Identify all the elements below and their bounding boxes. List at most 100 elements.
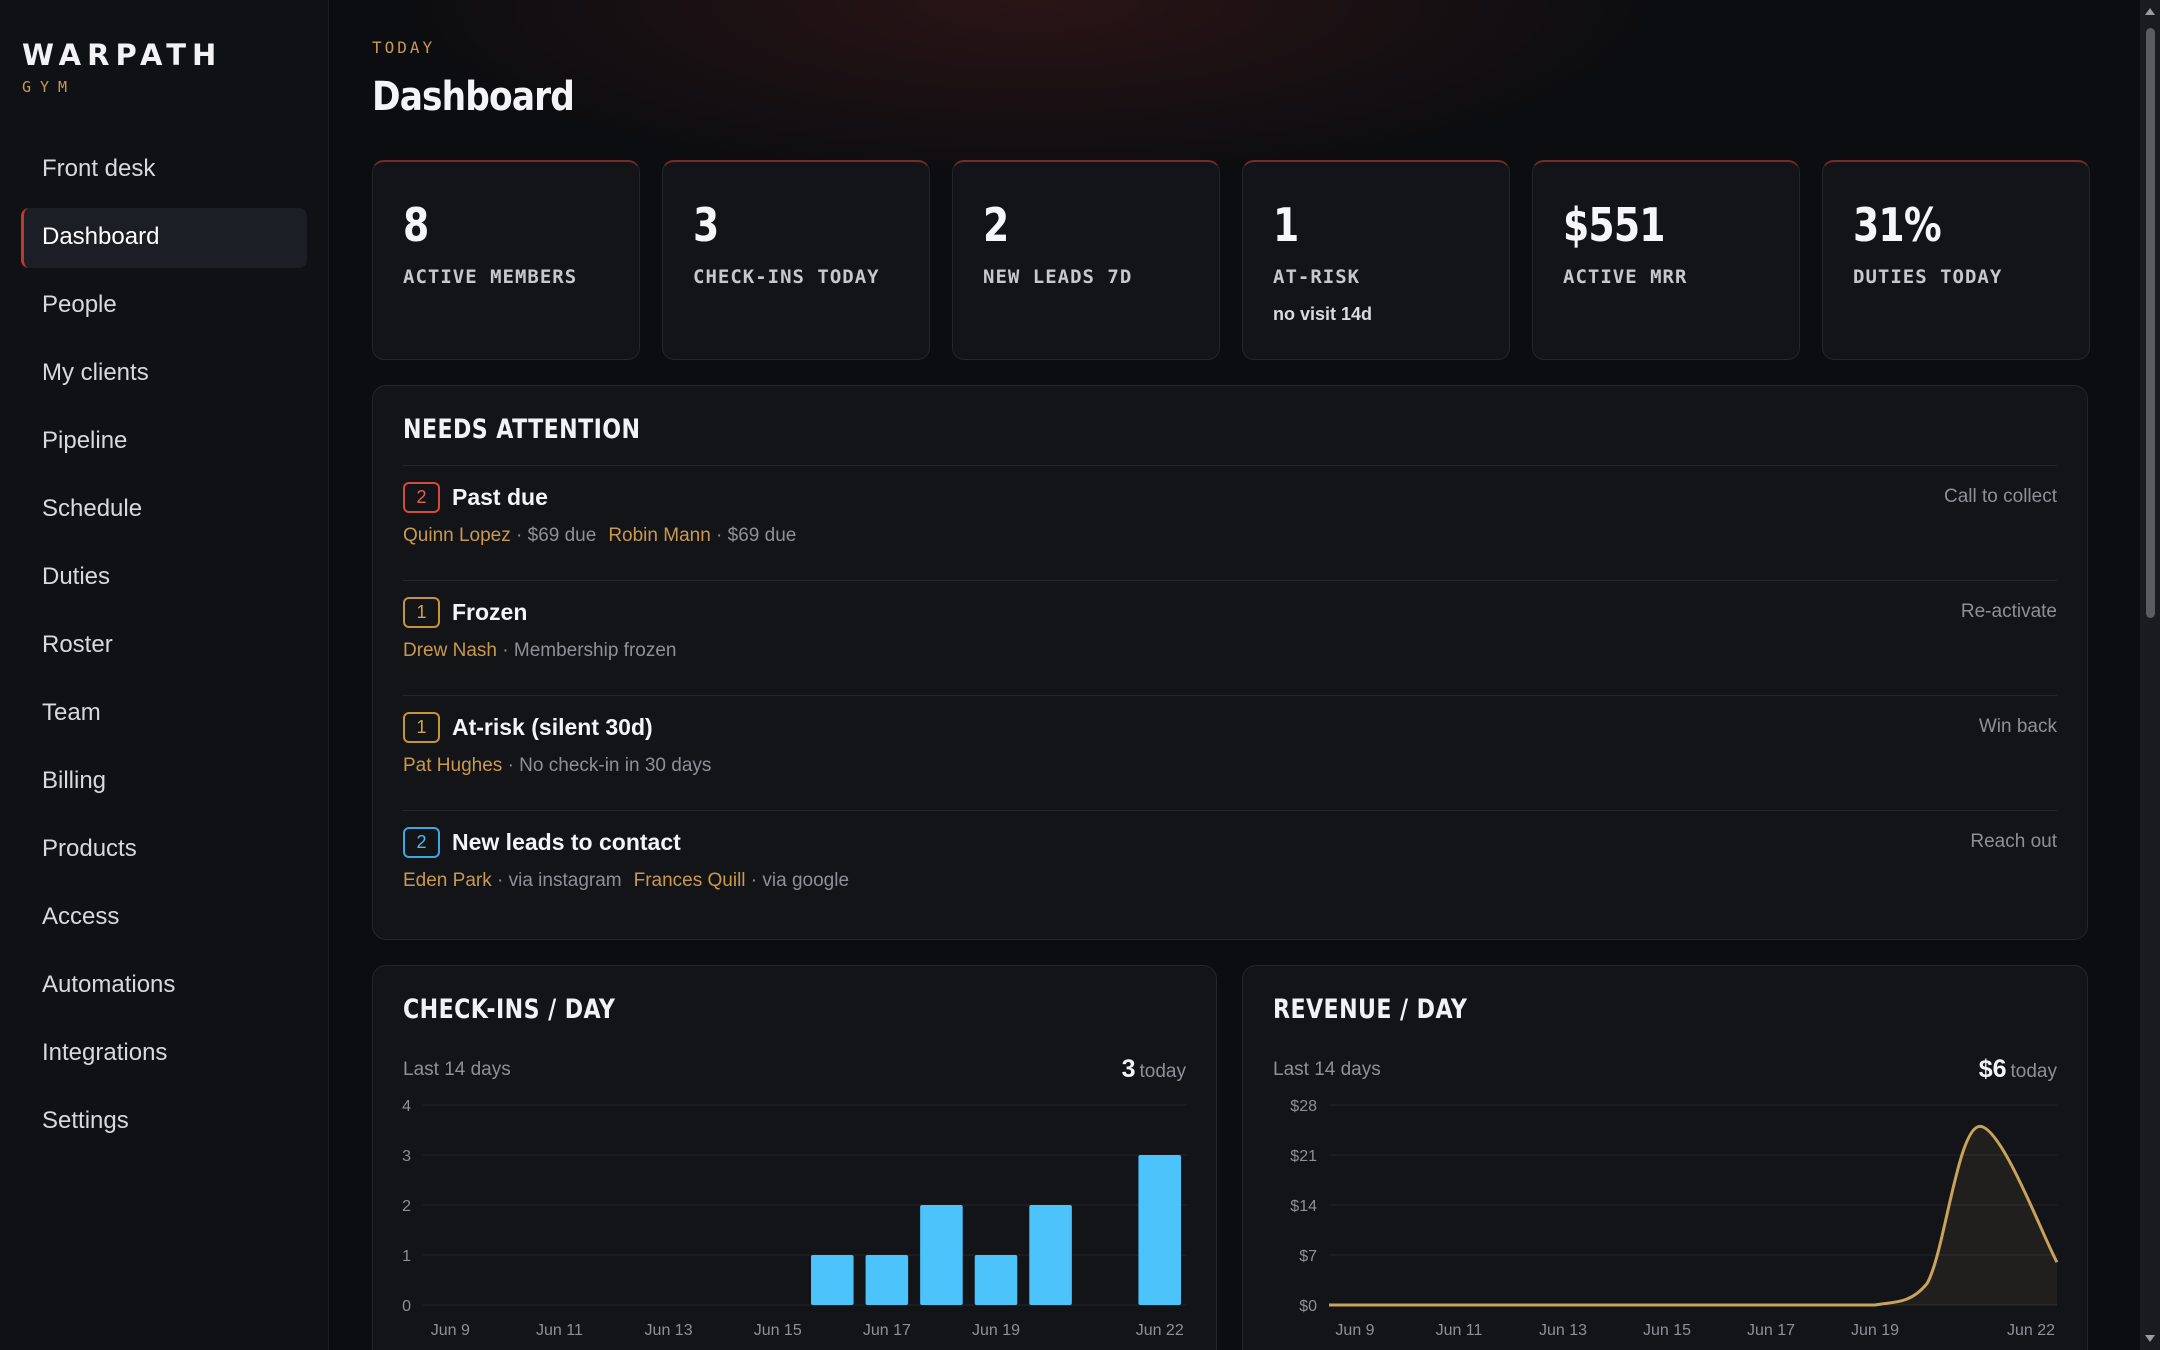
scroll-down-icon[interactable] [2145, 1335, 2155, 1342]
stat-label: AT-RISK [1273, 266, 1361, 288]
revenue-meta: Last 14 days $6 today [1273, 1055, 2057, 1085]
attention-action-link[interactable]: Reach out [1970, 831, 2057, 852]
attention-action-link[interactable]: Re-activate [1960, 601, 2057, 622]
sidebar-item-front-desk[interactable]: Front desk [42, 155, 156, 182]
attention-row-head: 2 Past due [403, 482, 2057, 513]
x-tick-label: Jun 17 [1747, 1322, 1795, 1339]
stat-card[interactable]: 1 AT-RISK no visit 14d [1242, 160, 1510, 360]
revenue-area-chart: $28 $21 $14 $7 $0 Jun 9 Jun 11 Jun 13 Jun 15 Jun … [1290, 1098, 2059, 1339]
scrollbar-thumb[interactable] [2146, 28, 2155, 618]
checkins-chart-title: CHECK-INS / DAY [403, 994, 616, 1025]
attention-person: Drew Nash · Membership frozen [403, 640, 677, 661]
person-name-link[interactable]: Drew Nash [403, 640, 497, 661]
page-scrollbar[interactable] [2140, 0, 2160, 1350]
x-tick-label: Jun 17 [863, 1322, 911, 1339]
sidebar-item-team[interactable]: Team [42, 699, 101, 726]
sidebar: WARPATH GYM Front desk Dashboard People My … [0, 0, 329, 1350]
attention-action-link[interactable]: Call to collect [1944, 486, 2057, 507]
stat-value: 31% [1853, 198, 1942, 252]
sidebar-item-access[interactable]: Access [42, 903, 120, 930]
y-tick-label: $28 [1290, 1098, 1317, 1115]
stat-label: ACTIVE MRR [1563, 266, 1688, 288]
checkins-today-label: today [1139, 1061, 1186, 1082]
y-tick-label: $14 [1290, 1198, 1317, 1215]
attention-action-link[interactable]: Win back [1978, 716, 2057, 737]
attention-row-title: Past due [452, 484, 548, 510]
stat-card[interactable]: 2 NEW LEADS 7D [952, 160, 1220, 360]
person-detail: · No check-in in 30 days [502, 755, 712, 776]
stat-card[interactable]: $551 ACTIVE MRR [1532, 160, 1800, 360]
revenue-today: $6 today [1979, 1055, 2057, 1084]
page-title: Dashboard [372, 74, 575, 120]
person-detail: · Membership frozen [496, 640, 677, 661]
brand-logo[interactable]: WARPATH GYM [22, 38, 222, 96]
stat-label: ACTIVE MEMBERS [403, 266, 578, 288]
attention-row-title: New leads to contact [452, 829, 681, 855]
y-tick-label: 2 [402, 1198, 411, 1215]
checkins-range: Last 14 days [403, 1059, 511, 1080]
stat-sub: no visit 14d [1273, 304, 1373, 324]
x-tick-label: Jun 11 [536, 1322, 583, 1339]
person-name-link[interactable]: Robin Mann [608, 525, 711, 546]
attention-row-title: At-risk (silent 30d) [452, 714, 653, 740]
x-tick-label: Jun 13 [645, 1322, 693, 1339]
sidebar-item-roster[interactable]: Roster [42, 631, 113, 658]
sidebar-item-people[interactable]: People [42, 291, 117, 318]
attention-row-title: Frozen [452, 599, 528, 625]
stat-card[interactable]: 3 CHECK-INS TODAY [662, 160, 930, 360]
x-tick-label: Jun 19 [972, 1322, 1020, 1339]
checkins-today-value: 3 [1121, 1055, 1136, 1083]
attention-people: Pat Hughes · No check-in in 30 days [403, 755, 2057, 777]
sidebar-item-products[interactable]: Products [42, 835, 137, 862]
stat-value: 3 [693, 198, 719, 252]
main-content: TODAY Dashboard 8 ACTIVE MEMBERS 3 CHECK-IN… [330, 0, 2140, 1350]
revenue-today-label: today [2010, 1061, 2057, 1082]
sidebar-item-settings[interactable]: Settings [42, 1107, 129, 1134]
sidebar-item-integrations[interactable]: Integrations [42, 1039, 168, 1066]
person-name-link[interactable]: Quinn Lopez [403, 525, 511, 546]
x-tick-label: Jun 22 [2007, 1322, 2055, 1339]
stat-card[interactable]: 8 ACTIVE MEMBERS [372, 160, 640, 360]
checkins-today: 3 today [1122, 1055, 1186, 1084]
brand-sub: GYM [22, 78, 77, 96]
revenue-line [1329, 1124, 2059, 1307]
sidebar-item-automations[interactable]: Automations [42, 971, 176, 998]
scroll-up-icon[interactable] [2145, 8, 2155, 15]
sidebar-item-duties[interactable]: Duties [42, 563, 111, 590]
person-detail: · via instagram [491, 870, 622, 891]
bar [1029, 1205, 1072, 1305]
x-tick-label: Jun 11 [1436, 1322, 1483, 1339]
checkins-bar-chart: 4 3 2 1 0 Jun 9 Jun 11 Jun 13 Jun 15 Jun 17 Jun 19… [402, 1098, 1187, 1339]
sidebar-item-my-clients[interactable]: My clients [42, 359, 149, 386]
attention-person: Eden Park · via instagram [403, 870, 622, 891]
revenue-range: Last 14 days [1273, 1059, 1381, 1080]
sidebar-item-pipeline[interactable]: Pipeline [42, 427, 128, 454]
revenue-chart-title: REVENUE / DAY [1273, 994, 1468, 1025]
bar [811, 1255, 854, 1305]
x-tick-label: Jun 19 [1851, 1322, 1899, 1339]
person-detail: · $69 due [710, 525, 797, 546]
person-name-link[interactable]: Eden Park [403, 870, 492, 891]
checkins-plot-area: 4 3 2 1 0 Jun 9 Jun 11 Jun 13 Jun 15 Jun 17 Jun 19… [402, 1085, 1187, 1345]
person-detail: · $69 due [510, 525, 597, 546]
y-tick-label: $0 [1299, 1298, 1317, 1315]
count-badge: 2 [403, 827, 440, 858]
revenue-chart-card: REVENUE / DAY Last 14 days $6 today $28 $2… [1242, 965, 2088, 1350]
revenue-plot-area: $28 $21 $14 $7 $0 Jun 9 Jun 11 Jun 13 Jun 15 Jun … [1273, 1085, 2059, 1345]
bar [865, 1255, 909, 1305]
attention-row: 1 At-risk (silent 30d) Win back Pat Hughes … [403, 695, 2057, 810]
sidebar-item-dashboard[interactable]: Dashboard [21, 208, 307, 268]
attention-person: Pat Hughes · No check-in in 30 days [403, 755, 711, 776]
stat-value: 8 [403, 198, 429, 252]
attention-row-head: 1 At-risk (silent 30d) [403, 712, 2057, 743]
sidebar-item-schedule[interactable]: Schedule [42, 495, 143, 522]
person-name-link[interactable]: Frances Quill [633, 870, 746, 891]
stat-label: NEW LEADS 7D [983, 266, 1133, 288]
attention-people: Eden Park · via instagram Frances Quill ·… [403, 870, 2057, 892]
attention-people: Quinn Lopez · $69 due Robin Mann · $69 du… [403, 525, 2057, 547]
stat-card[interactable]: 31% DUTIES TODAY [1822, 160, 2090, 360]
person-name-link[interactable]: Pat Hughes [403, 755, 503, 776]
sidebar-item-billing[interactable]: Billing [42, 767, 107, 794]
stat-cards: 8 ACTIVE MEMBERS 3 CHECK-INS TODAY 2 NEW LEAD… [372, 160, 2090, 360]
